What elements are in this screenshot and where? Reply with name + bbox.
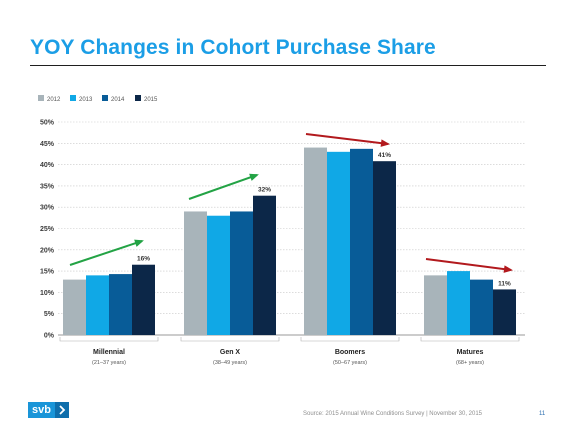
legend-swatch: [38, 95, 44, 101]
bar: [470, 279, 493, 335]
logo-text: svb: [28, 402, 55, 418]
bar: [493, 289, 516, 335]
y-tick-label: 10%: [40, 290, 55, 297]
arrow-up-icon: [188, 174, 258, 200]
arrowhead: [503, 265, 513, 273]
x-category-label: Matures: [457, 349, 484, 356]
bar: [207, 215, 230, 335]
y-tick-label: 25%: [40, 226, 55, 233]
bar: [304, 147, 327, 335]
legend-label: 2015: [144, 97, 158, 103]
x-category-label: Boomers: [335, 349, 365, 356]
arrowhead: [249, 173, 259, 181]
bar: [350, 148, 373, 335]
bar: [86, 275, 109, 335]
page-number: 11: [539, 411, 546, 417]
data-label: 11%: [498, 280, 511, 287]
x-category-sublabel: (38–49 years): [213, 360, 247, 366]
chevron-right-icon: [54, 402, 69, 418]
legend-swatch: [70, 95, 76, 101]
arrowhead: [380, 139, 390, 147]
bar: [253, 195, 276, 335]
arrow-down-icon: [425, 258, 512, 271]
arrow-up-icon: [69, 240, 143, 266]
title-divider: [30, 65, 546, 66]
source-note: Source: 2015 Annual Wine Conditions Surv…: [303, 411, 482, 417]
data-label: 41%: [378, 152, 391, 159]
bar: [424, 275, 447, 335]
svb-logo: svb: [28, 402, 69, 418]
bar: [63, 279, 86, 335]
legend-label: 2012: [47, 97, 61, 103]
x-category-sublabel: (50–67 years): [333, 360, 367, 366]
x-category-sublabel: (21–37 years): [92, 360, 126, 366]
category-bracket: [180, 337, 280, 342]
arrow-down-icon: [305, 133, 389, 145]
x-category-sublabel: (68+ years): [456, 360, 484, 366]
slide-title: YOY Changes in Cohort Purchase Share: [30, 36, 436, 59]
x-category-label: Gen X: [220, 349, 241, 356]
y-tick-label: 35%: [40, 183, 55, 190]
bar: [184, 211, 207, 335]
category-bracket: [59, 337, 159, 342]
y-tick-label: 20%: [40, 247, 55, 254]
bar: [109, 274, 132, 335]
data-label: 16%: [137, 256, 150, 263]
y-tick-label: 0%: [44, 333, 55, 340]
y-tick-label: 15%: [40, 269, 55, 276]
x-category-label: Millennial: [93, 349, 125, 356]
bar: [327, 151, 350, 335]
y-tick-label: 40%: [40, 162, 55, 169]
bar: [447, 271, 470, 335]
category-bracket: [420, 337, 520, 342]
y-tick-label: 30%: [40, 205, 55, 212]
category-bracket: [300, 337, 400, 342]
legend-label: 2014: [111, 97, 125, 103]
y-tick-label: 45%: [40, 141, 55, 148]
legend-swatch: [102, 95, 108, 101]
arrowhead: [134, 239, 144, 247]
y-tick-label: 50%: [40, 120, 55, 127]
y-tick-label: 5%: [44, 311, 55, 318]
bar: [373, 161, 396, 335]
legend-swatch: [135, 95, 141, 101]
legend-label: 2013: [79, 97, 93, 103]
bar: [230, 211, 253, 335]
data-label: 32%: [258, 187, 271, 194]
bar: [132, 264, 155, 335]
